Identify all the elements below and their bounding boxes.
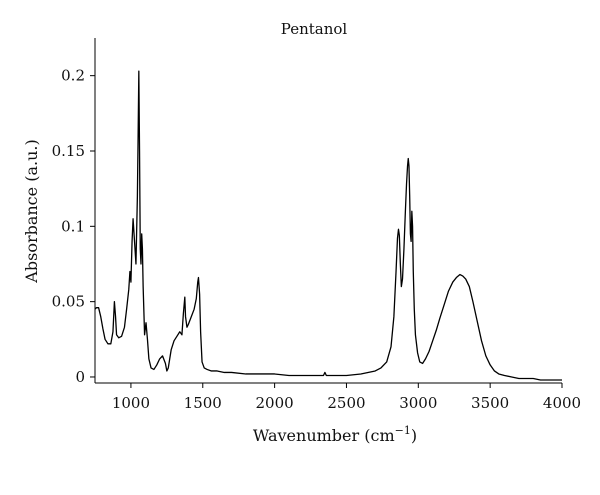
x-tick-label: 1500 — [184, 394, 222, 412]
plot-area: 1000 1500 2000 2500 3000 3500 4000 0 0.05 0.1 0.1… — [52, 38, 581, 412]
x-axis-label: Wavenumber (cm−1) — [253, 424, 417, 445]
y-tick-label: 0.05 — [52, 293, 85, 311]
y-tick-label: 0.1 — [61, 217, 85, 235]
x-tick-label: 4000 — [543, 394, 581, 412]
spectrum-series-line — [94, 70, 562, 381]
x-axis-ticks: 1000 1500 2000 2500 3000 3500 4000 — [112, 383, 581, 412]
chart-title: Pentanol — [281, 20, 348, 38]
y-tick-label: 0 — [75, 368, 85, 386]
y-axis-label: Absorbance (a.u.) — [22, 139, 41, 283]
x-tick-label: 1000 — [112, 394, 150, 412]
x-axis-label-superscript: −1 — [395, 424, 411, 437]
y-axis-ticks: 0 0.05 0.1 0.15 0.2 — [52, 67, 95, 386]
y-tick-label: 0.15 — [52, 142, 85, 160]
x-tick-label: 3500 — [471, 394, 509, 412]
x-axis-label-suffix: ) — [411, 426, 417, 445]
y-tick-label: 0.2 — [61, 67, 85, 85]
x-tick-label: 2500 — [327, 394, 365, 412]
x-tick-label: 3000 — [399, 394, 437, 412]
x-axis-label-main: Wavenumber (cm — [253, 426, 395, 445]
x-tick-label: 2000 — [256, 394, 294, 412]
